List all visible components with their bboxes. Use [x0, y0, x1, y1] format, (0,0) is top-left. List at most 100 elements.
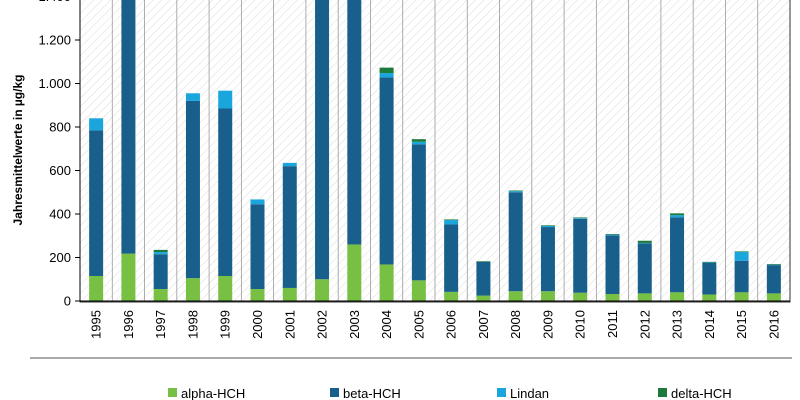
x-tick-label: 1996: [121, 310, 136, 339]
bar-segment-beta-hch-2003: [347, 0, 362, 245]
bar-segment-lindan-1995: [89, 118, 104, 131]
bar-segment-lindan-1999: [218, 90, 233, 109]
bar-segment-lindan-2006: [444, 220, 459, 225]
y-axis: 0 200 400 600 800 1.000 1.200 1.400: [38, 0, 81, 309]
bar-segment-lindan-2005: [411, 141, 426, 145]
bar-segment-delta-hch-2006: [444, 219, 459, 221]
bar-segment-delta-hch-2004: [379, 67, 394, 74]
bar-segment-lindan-2011: [605, 234, 620, 236]
category-dividers: [111, 0, 759, 301]
x-tick-label: 2003: [347, 310, 362, 339]
y-tick-label: 200: [49, 250, 71, 265]
y-tick-label: 1.400: [38, 0, 71, 4]
bar-segment-beta-hch-2014: [702, 262, 717, 295]
bar-segment-beta-hch-1995: [89, 130, 104, 276]
bar-segment-alpha-hch-2007: [476, 295, 491, 301]
legend-label-alpha-hch: alpha-HCH: [181, 386, 245, 400]
y-tick-label: 400: [49, 207, 71, 222]
legend-swatch-alpha-hch: [168, 388, 177, 397]
bar-segment-alpha-hch-2004: [379, 264, 394, 301]
bar-segment-alpha-hch-2000: [250, 289, 265, 301]
bar-segment-beta-hch-2000: [250, 204, 265, 290]
bar-segment-alpha-hch-2001: [282, 287, 297, 301]
bar-segment-delta-hch-2005: [411, 139, 426, 142]
bar-segment-delta-hch-2009: [540, 225, 555, 226]
bar-segment-beta-hch-2011: [605, 235, 620, 295]
bar-segment-alpha-hch-2013: [670, 292, 685, 301]
x-tick-label: 2011: [605, 310, 620, 338]
bars: [89, 0, 781, 301]
x-tick-label: 2006: [444, 310, 459, 339]
bar-segment-beta-hch-1996: [121, 0, 136, 254]
legend-label-delta-hch: delta-HCH: [671, 386, 732, 400]
bar-segment-lindan-2013: [670, 215, 685, 218]
y-tick-label: 800: [49, 120, 71, 135]
bar-segment-alpha-hch-2009: [540, 291, 555, 301]
bar-segment-alpha-hch-1997: [153, 289, 168, 301]
bar-segment-delta-hch-2012: [637, 240, 652, 243]
bar-segment-delta-hch-2007: [476, 261, 491, 262]
bar-segment-beta-hch-1997: [153, 254, 168, 290]
bar-segment-beta-hch-1999: [218, 108, 233, 276]
y-tick-label: 1.200: [38, 33, 71, 48]
bar-segment-lindan-2008: [508, 191, 523, 193]
bar-segment-lindan-2015: [734, 252, 749, 261]
bar-segment-alpha-hch-2012: [637, 293, 652, 301]
bar-segment-lindan-2000: [250, 199, 265, 205]
bar-segment-lindan-2001: [282, 162, 297, 167]
bar-segment-beta-hch-2005: [411, 144, 426, 281]
bar-segment-beta-hch-2013: [670, 217, 685, 293]
bar-segment-alpha-hch-2002: [315, 279, 330, 301]
x-tick-label: 1999: [218, 310, 233, 339]
bar-segment-lindan-1998: [185, 93, 200, 101]
bar-segment-lindan-2004: [379, 73, 394, 78]
x-tick-label: 2016: [766, 310, 781, 339]
bar-segment-alpha-hch-1999: [218, 275, 233, 301]
bar-segment-lindan-1997: [153, 252, 168, 255]
x-tick-label: 1997: [153, 310, 168, 339]
legend-swatch-delta-hch: [658, 388, 667, 397]
x-tick-label: 2007: [476, 310, 491, 339]
bar-segment-beta-hch-2016: [766, 265, 781, 294]
bar-segment-lindan-2009: [540, 225, 555, 228]
y-axis-label: Jahresmittelwerte in µg/kg: [11, 75, 25, 226]
bar-segment-alpha-hch-2014: [702, 294, 717, 301]
bar-segment-beta-hch-2006: [444, 224, 459, 292]
bar-segment-beta-hch-2012: [637, 243, 652, 294]
x-tick-label: 2000: [250, 310, 265, 339]
bar-segment-alpha-hch-1998: [185, 278, 200, 301]
x-tick-label: 2002: [315, 310, 330, 339]
bar-segment-delta-hch-1997: [153, 249, 168, 253]
bar-segment-alpha-hch-2011: [605, 294, 620, 301]
bar-segment-alpha-hch-2015: [734, 292, 749, 301]
x-tick-label: 2001: [282, 310, 297, 339]
x-tick-label: 2009: [540, 310, 555, 339]
bar-segment-delta-hch-2016: [766, 264, 781, 265]
bar-segment-delta-hch-2014: [702, 261, 717, 263]
y-tick-label: 600: [49, 163, 71, 178]
bar-segment-delta-hch-2011: [605, 234, 620, 235]
bar-segment-beta-hch-2008: [508, 192, 523, 292]
bar-segment-alpha-hch-1996: [121, 253, 136, 301]
x-tick-label: 2015: [734, 310, 749, 339]
bar-segment-delta-hch-2015: [734, 251, 749, 253]
bar-segment-delta-hch-2013: [670, 213, 685, 216]
bar-segment-alpha-hch-2016: [766, 293, 781, 301]
x-tick-label: 2005: [411, 310, 426, 339]
bar-segment-delta-hch-2010: [573, 217, 588, 219]
bar-segment-alpha-hch-2006: [444, 291, 459, 301]
bar-segment-alpha-hch-2003: [347, 244, 362, 301]
bar-segment-beta-hch-1998: [185, 100, 200, 279]
x-tick-label: 2012: [637, 310, 652, 339]
y-tick-label: 0: [64, 294, 71, 309]
legend-label-lindan: Lindan: [510, 386, 549, 400]
y-tick-label: 1.000: [38, 76, 71, 91]
bar-segment-beta-hch-2002: [315, 0, 330, 280]
bar-segment-beta-hch-2009: [540, 227, 555, 292]
bar-segment-lindan-2010: [573, 218, 588, 219]
bar-segment-alpha-hch-2010: [573, 292, 588, 301]
bar-segment-beta-hch-2001: [282, 166, 297, 288]
x-tick-label: 2010: [573, 310, 588, 339]
bar-segment-beta-hch-2010: [573, 218, 588, 293]
